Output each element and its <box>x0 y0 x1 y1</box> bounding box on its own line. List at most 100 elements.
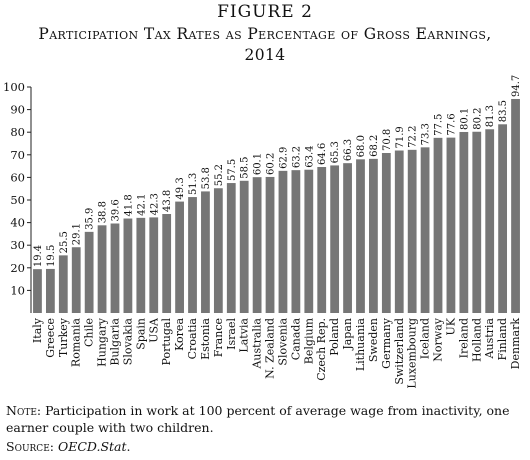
value-label: 51.3 <box>188 173 199 195</box>
y-tick-label: 30 <box>10 238 25 252</box>
value-label: 81.3 <box>485 105 496 127</box>
category-label: Romania <box>70 318 83 367</box>
value-label: 58.5 <box>240 157 251 179</box>
bar <box>71 247 81 313</box>
category-label: Korea <box>173 318 186 351</box>
category-label: Croatia <box>186 318 199 360</box>
bar <box>498 124 508 313</box>
figure-label: FIGURE 2 <box>217 2 313 22</box>
y-axis: 10 20 30 40 50 60 70 80 90 100 <box>3 80 32 313</box>
value-label: 64.6 <box>317 143 328 165</box>
bar <box>304 169 314 313</box>
value-label: 49.3 <box>175 177 186 199</box>
value-label: 39.6 <box>110 199 121 221</box>
bar <box>265 176 275 313</box>
bar <box>45 268 55 313</box>
category-label: France <box>212 318 225 357</box>
value-label: 57.5 <box>227 159 238 181</box>
value-label: 70.8 <box>382 129 393 151</box>
category-label: Austria <box>483 318 496 360</box>
category-label: Norway <box>432 317 445 361</box>
bar <box>58 255 68 313</box>
category-label: Australia <box>251 318 264 370</box>
bar <box>162 214 172 313</box>
value-label: 43.8 <box>162 190 173 212</box>
bar <box>356 159 365 313</box>
chart-title: Participation Tax Rates as Percentage of… <box>38 25 492 64</box>
bar <box>485 129 495 313</box>
value-label: 80.2 <box>472 107 483 129</box>
bar <box>97 225 107 313</box>
category-label: Japan <box>341 318 354 351</box>
bars <box>33 98 520 313</box>
source-label: Source <box>6 439 50 454</box>
source-colon: : <box>49 439 58 454</box>
bar <box>459 131 469 313</box>
bar <box>201 191 210 313</box>
value-label: 19.5 <box>46 245 57 267</box>
bar <box>188 197 197 313</box>
value-label: 25.5 <box>59 231 70 253</box>
bar <box>226 183 236 313</box>
bar <box>278 170 288 313</box>
bar <box>407 149 417 313</box>
value-label: 29.1 <box>72 223 83 245</box>
bar <box>420 147 430 313</box>
bar <box>84 231 94 313</box>
bar <box>343 163 352 313</box>
value-label: 68.0 <box>356 135 367 157</box>
value-label: 62.9 <box>278 147 289 169</box>
category-label: Czech Rep. <box>315 318 328 381</box>
bar <box>33 269 42 313</box>
category-label: Turkey <box>57 317 70 357</box>
category-label: Hungary <box>96 317 109 367</box>
note-text: : Participation in work at 100 percent o… <box>6 403 510 435</box>
category-label: Latvia <box>238 318 251 353</box>
bar <box>252 177 262 313</box>
category-label: Finland <box>496 318 509 360</box>
category-label: Bulgaria <box>108 318 121 366</box>
category-label: Luxembourg <box>406 318 419 389</box>
category-label: Canada <box>289 318 302 361</box>
value-label: 66.3 <box>343 139 354 161</box>
bar <box>446 137 456 313</box>
category-label: Italy <box>31 317 44 343</box>
y-tick-label: 70 <box>10 148 25 162</box>
y-tick-label: 40 <box>10 216 25 230</box>
category-label: USA <box>147 317 160 343</box>
category-label: Denmark <box>509 318 522 370</box>
category-label: Slovenia <box>276 318 289 366</box>
bar <box>317 167 327 313</box>
y-tick-label: 50 <box>10 193 25 207</box>
value-label: 42.3 <box>149 193 160 215</box>
bar-chart: 10 20 30 40 50 60 70 80 90 100 19.4 19.525.5 29.135… <box>3 75 522 389</box>
y-tick-label: 10 <box>10 283 25 297</box>
bar <box>110 223 120 313</box>
bar <box>291 170 301 313</box>
bar <box>381 152 391 313</box>
bar <box>394 150 404 313</box>
category-label: Slovakia <box>121 318 134 366</box>
bar <box>330 165 340 313</box>
value-label: 72.2 <box>408 126 419 148</box>
value-label: 68.2 <box>369 135 380 157</box>
bar <box>472 131 482 313</box>
y-tick-label: 100 <box>3 80 25 94</box>
category-label: Greece <box>44 318 57 358</box>
category-label: Lithuania <box>354 318 367 372</box>
category-label: Poland <box>328 318 341 356</box>
figure-source: Source: OECD.Stat. <box>6 438 522 455</box>
category-label: Ireland <box>457 318 470 358</box>
value-label: 53.8 <box>201 167 212 189</box>
bar <box>123 218 133 313</box>
value-label: 41.8 <box>123 194 134 216</box>
y-tick-label: 80 <box>10 125 25 139</box>
value-label: 63.2 <box>291 146 302 168</box>
category-label: Israel <box>225 318 238 350</box>
category-label: Estonia <box>199 318 212 360</box>
value-label: 60.1 <box>253 153 264 175</box>
value-label: 42.1 <box>136 194 147 216</box>
bar <box>369 158 378 313</box>
category-label: Belgium <box>302 317 315 364</box>
category-label: Chile <box>83 318 96 347</box>
